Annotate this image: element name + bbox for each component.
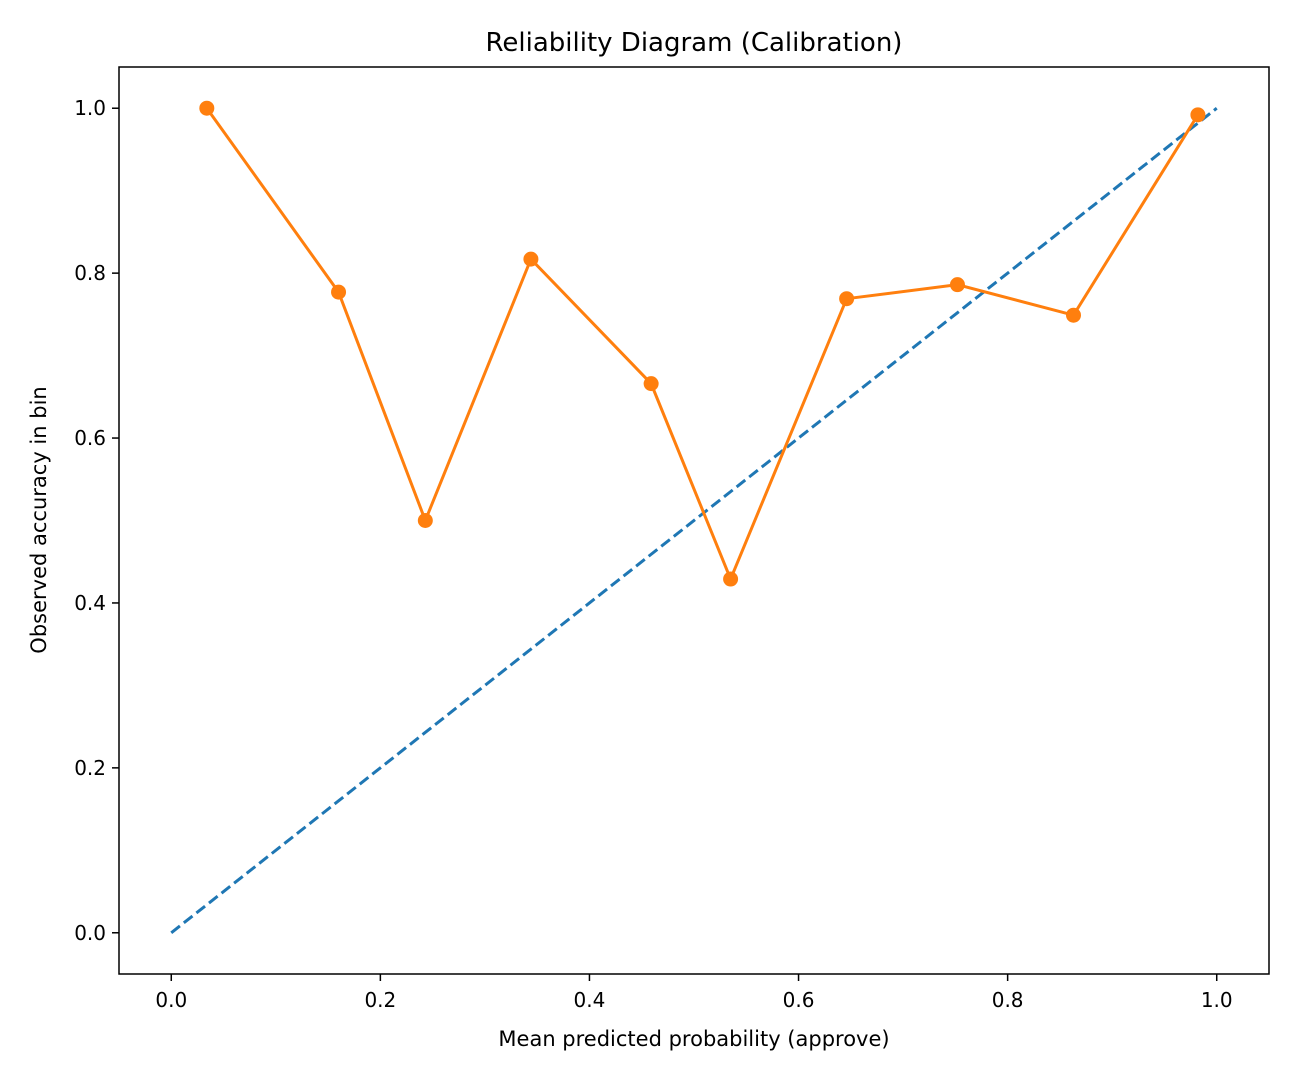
axes-frame xyxy=(118,66,1270,975)
x-tick-label: 0.8 xyxy=(992,988,1024,1012)
marker xyxy=(523,251,539,267)
marker xyxy=(1190,107,1206,123)
y-tick-label: 0.4 xyxy=(74,591,106,615)
series-line xyxy=(170,107,1218,934)
y-tick-label: 0.0 xyxy=(74,921,106,945)
chart-title: Reliability Diagram (Calibration) xyxy=(486,28,903,58)
marker xyxy=(723,571,739,587)
marker xyxy=(1066,307,1081,323)
marker xyxy=(643,376,659,392)
marker xyxy=(417,513,433,528)
x-tick-label: 0.2 xyxy=(364,988,396,1012)
y-tick-label: 0.2 xyxy=(74,756,106,780)
y-axis-label: Observed accuracy in bin xyxy=(27,386,51,653)
marker xyxy=(199,100,215,116)
marker xyxy=(839,291,855,307)
x-axis-label: Mean predicted probability (approve) xyxy=(498,1027,889,1051)
x-tick-label: 0.4 xyxy=(574,988,606,1012)
y-tick-label: 1.0 xyxy=(74,96,106,120)
marker xyxy=(331,284,347,300)
y-tick-label: 0.8 xyxy=(74,261,106,285)
marker xyxy=(949,277,965,293)
x-tick-label: 1.0 xyxy=(1201,988,1233,1012)
x-tick-label: 0.0 xyxy=(155,988,187,1012)
x-tick-label: 0.6 xyxy=(783,988,815,1012)
y-tick-label: 0.6 xyxy=(74,426,106,450)
series-line xyxy=(205,107,1200,583)
